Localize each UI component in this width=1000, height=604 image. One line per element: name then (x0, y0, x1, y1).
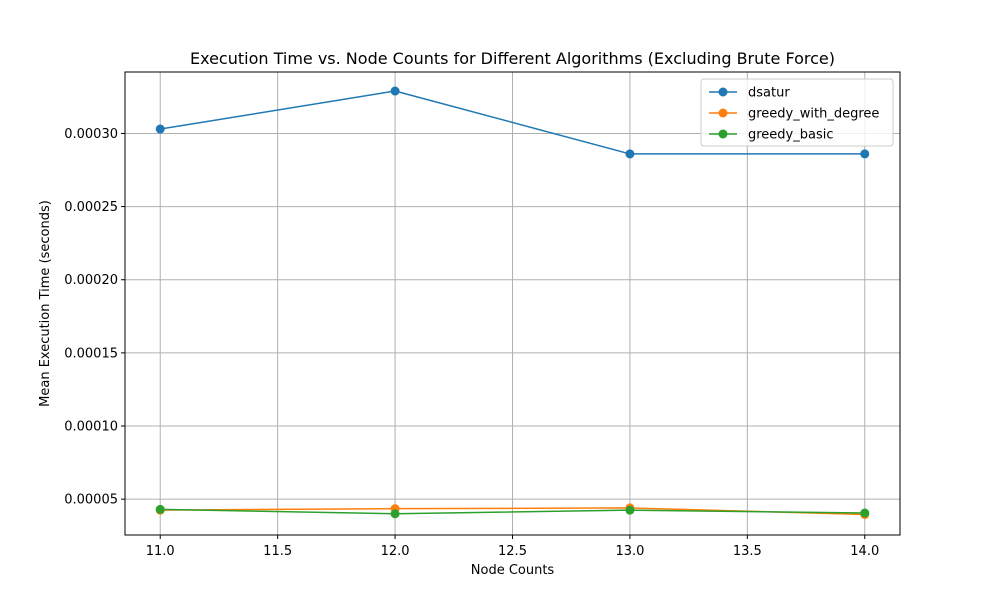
chart-title: Execution Time vs. Node Counts for Diffe… (190, 49, 835, 68)
y-tick-label: 0.00015 (64, 346, 118, 361)
y-tick-label: 0.00020 (64, 273, 118, 288)
series-greedy-basic (155, 504, 870, 519)
legend-label: greedy_with_degree (748, 107, 879, 122)
legend-item: greedy_with_degree (709, 107, 879, 122)
x-axis: 11.0 11.5 12.0 12.5 13.0 13.5 14.0 (146, 535, 879, 559)
data-point (860, 149, 870, 159)
x-tick-label: 11.5 (263, 544, 292, 559)
legend-marker (718, 87, 728, 97)
y-tick-label: 0.00025 (64, 200, 118, 215)
y-tick-label: 0.00005 (64, 493, 118, 508)
x-tick-label: 12.0 (381, 544, 410, 559)
x-tick-label: 13.5 (733, 544, 762, 559)
series-layer (155, 86, 870, 520)
legend-label: greedy_basic (748, 128, 834, 143)
legend: dsatur greedy_with_degree greedy_basic (700, 78, 894, 147)
legend-item: dsatur (709, 86, 790, 101)
y-axis: 0.00005 0.00010 0.00015 0.00020 0.00025 0.000… (64, 127, 125, 508)
x-tick-label: 12.5 (498, 544, 527, 559)
data-point (390, 509, 400, 519)
x-tick-label: 14.0 (850, 544, 879, 559)
x-tick-label: 13.0 (615, 544, 644, 559)
y-tick-label: 0.00030 (64, 127, 118, 142)
series-line (160, 508, 865, 515)
x-tick-label: 11.0 (146, 544, 175, 559)
series-line (160, 90, 865, 155)
legend-marker (718, 108, 728, 118)
legend-box (700, 78, 894, 147)
data-point (625, 149, 635, 159)
legend-marker (718, 129, 728, 139)
y-axis-label: Mean Execution Time (seconds) (38, 200, 53, 407)
legend-item: greedy_basic (709, 128, 834, 143)
x-axis-label: Node Counts (471, 563, 555, 578)
legend-label: dsatur (748, 86, 790, 101)
data-point (390, 86, 400, 96)
data-point (860, 508, 870, 518)
y-tick-label: 0.00010 (64, 420, 118, 435)
data-point (155, 124, 165, 134)
data-point (155, 504, 165, 514)
series-dsatur (155, 86, 870, 159)
data-point (625, 505, 635, 515)
